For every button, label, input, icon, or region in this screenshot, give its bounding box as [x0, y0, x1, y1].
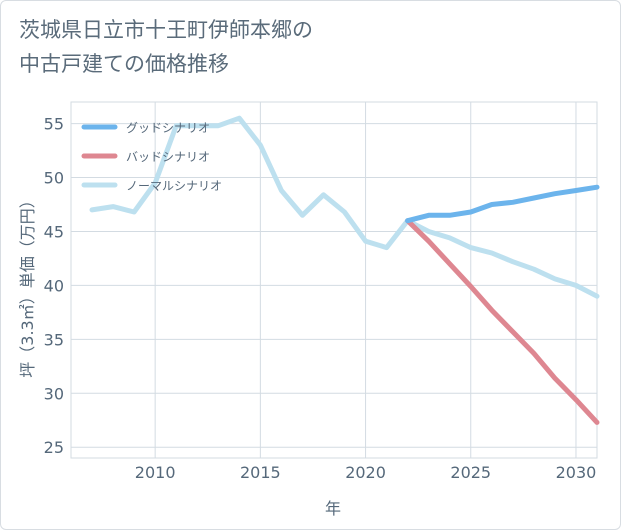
- y-tick-label: 55: [44, 115, 64, 134]
- chart-title: 茨城県日立市十王町伊師本郷の 中古戸建ての価格推移: [19, 13, 599, 81]
- title-line-2: 中古戸建ての価格推移: [19, 52, 229, 76]
- x-tick-label: 2015: [240, 463, 281, 482]
- y-tick-label: 30: [44, 384, 64, 403]
- y-axis-title: 坪（3.3㎡）単価（万円）: [18, 192, 37, 377]
- x-tick-label: 2025: [450, 463, 491, 482]
- legend-label: バッドシナリオ: [126, 150, 210, 164]
- legend-label: ノーマルシナリオ: [126, 179, 222, 193]
- y-tick-label: 45: [44, 222, 64, 241]
- x-axis-title: 年: [325, 499, 341, 518]
- axis-labels: 2010 2015 2020 2025 2030 25 30 35 40 45 50 55: [44, 115, 597, 482]
- legend-label: グッドシナリオ: [126, 121, 210, 135]
- title-line-1: 茨城県日立市十王町伊師本郷の: [19, 18, 313, 42]
- series-line-1: [405, 218, 600, 425]
- series-layer: [89, 115, 600, 425]
- series-line-2: [89, 115, 600, 299]
- x-tick-label: 2020: [345, 463, 386, 482]
- y-tick-label: 35: [44, 330, 64, 349]
- y-tick-label: 25: [44, 438, 64, 457]
- plot-frame: [70, 101, 598, 459]
- x-tick-label: 2030: [556, 463, 597, 482]
- x-tick-label: 2010: [135, 463, 176, 482]
- series-line-0: [405, 184, 600, 224]
- y-tick-label: 40: [44, 276, 64, 295]
- y-tick-label: 50: [44, 169, 64, 188]
